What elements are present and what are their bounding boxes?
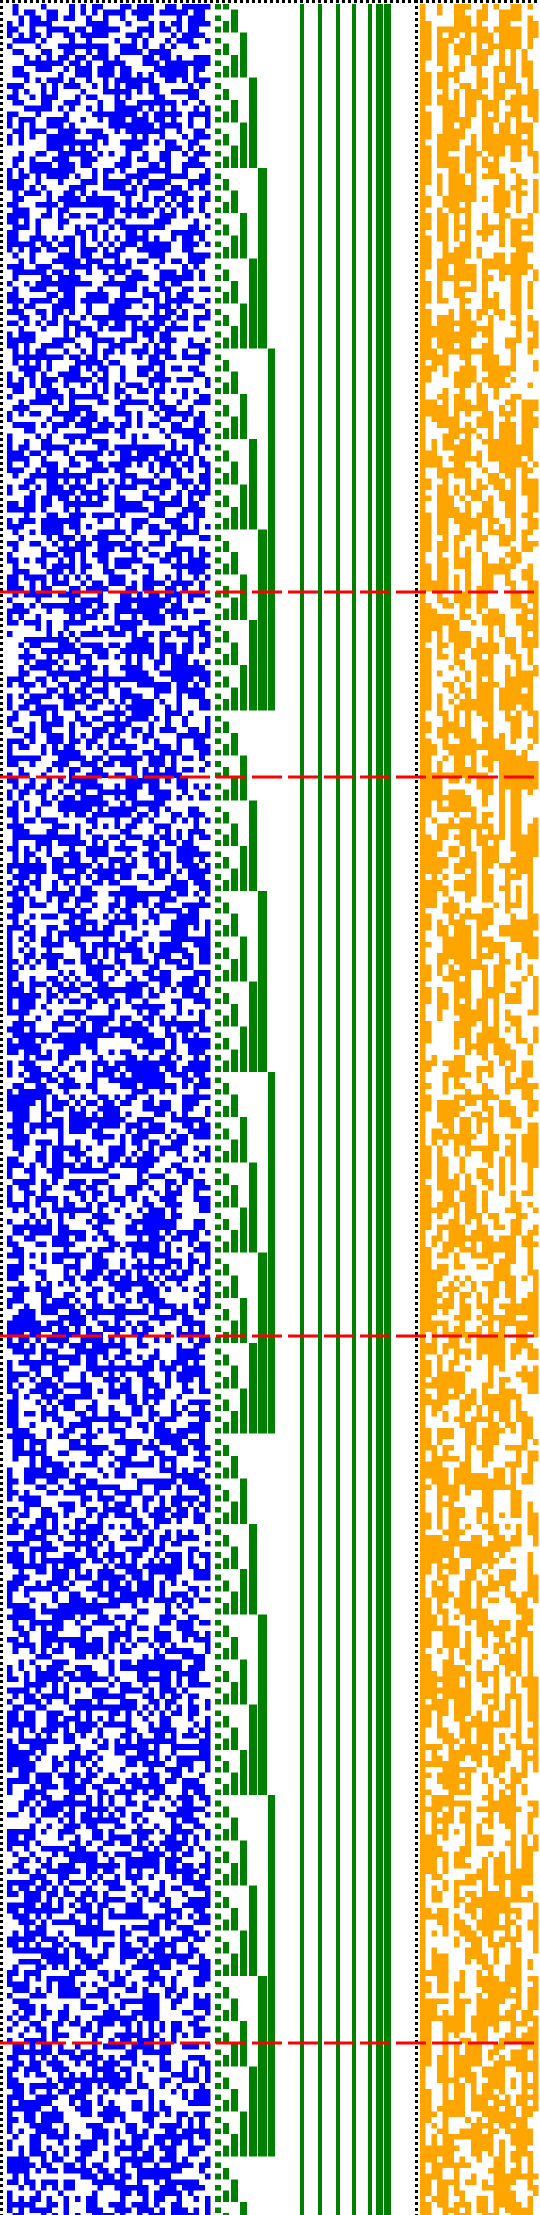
green-constant-bit xyxy=(376,4,383,2215)
green-constant-bit xyxy=(300,4,304,2215)
blue-bit-field xyxy=(7,4,211,2215)
pattern-layers xyxy=(7,4,539,2215)
green-constant-bit xyxy=(318,4,322,2215)
green-counter-bits xyxy=(215,4,275,2215)
green-constant-bit xyxy=(352,4,356,2215)
orange-bit-field xyxy=(420,4,539,2215)
green-constant-bit xyxy=(368,4,372,2215)
green-constant-bit xyxy=(384,4,391,2215)
green-constant-bit xyxy=(336,4,340,2215)
separator-lines xyxy=(0,590,540,2045)
